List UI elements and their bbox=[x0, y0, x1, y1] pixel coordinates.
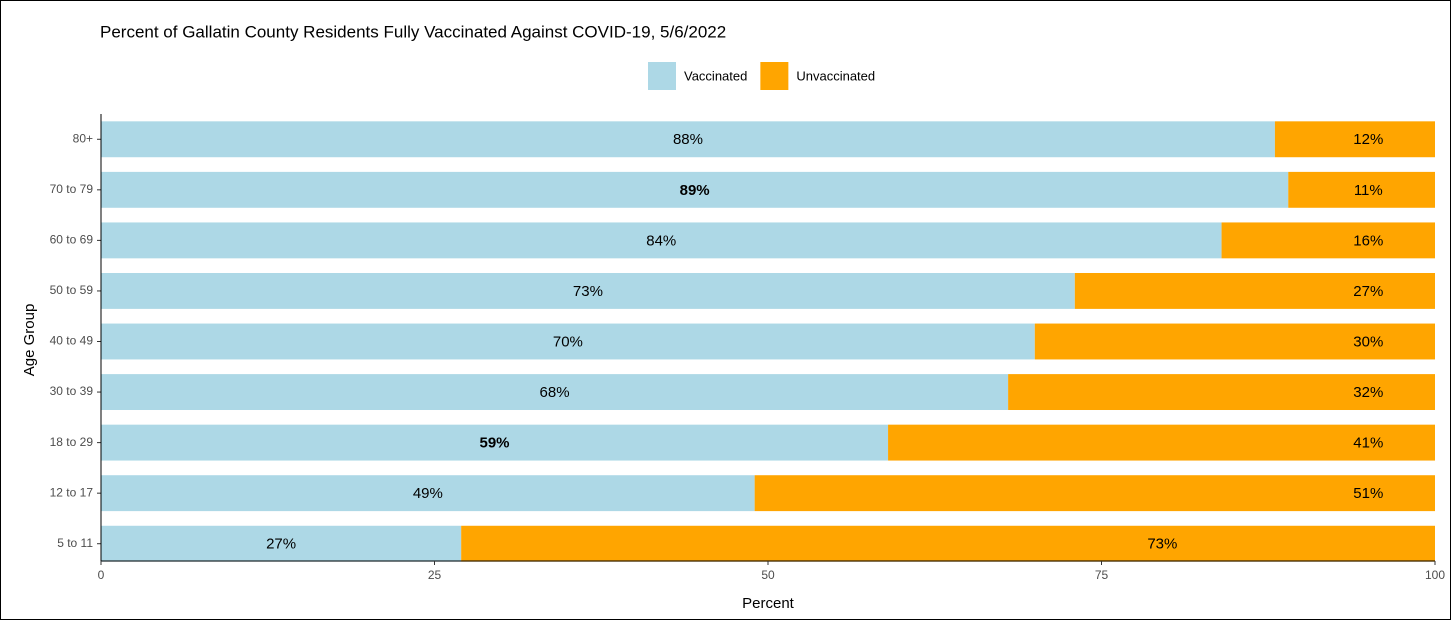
bar-segment bbox=[1221, 222, 1435, 259]
value-label: 84% bbox=[646, 232, 676, 249]
bar-segment bbox=[461, 525, 1435, 562]
bar-segment bbox=[101, 525, 462, 562]
value-label: 32% bbox=[1353, 384, 1383, 401]
y-tick-label: 5 to 11 bbox=[57, 536, 93, 550]
x-tick-label: 50 bbox=[761, 568, 775, 582]
value-label: 27% bbox=[266, 536, 296, 553]
y-tick-label: 70 to 79 bbox=[50, 182, 94, 196]
bar-segment bbox=[1034, 323, 1435, 360]
value-label: 73% bbox=[573, 283, 603, 300]
bar-segment bbox=[1288, 171, 1435, 208]
bar-segment bbox=[754, 475, 1435, 512]
bar-segment bbox=[1008, 374, 1435, 411]
bar-segment bbox=[888, 424, 1435, 461]
value-label: 51% bbox=[1353, 485, 1383, 502]
bar-segment bbox=[101, 374, 1009, 411]
value-label: 12% bbox=[1353, 131, 1383, 148]
chart-title: Percent of Gallatin County Residents Ful… bbox=[100, 22, 726, 41]
x-tick-label: 25 bbox=[428, 568, 442, 582]
value-label: 27% bbox=[1353, 283, 1383, 300]
value-label: 70% bbox=[553, 333, 583, 350]
value-label: 41% bbox=[1353, 435, 1383, 452]
bar-segment bbox=[101, 424, 889, 461]
value-label: 73% bbox=[1147, 536, 1177, 553]
legend-swatch bbox=[760, 62, 789, 90]
value-label: 59% bbox=[480, 435, 510, 452]
y-tick-label: 50 to 59 bbox=[50, 283, 94, 297]
y-axis-label: Age Group bbox=[21, 304, 38, 377]
x-tick-label: 0 bbox=[98, 568, 105, 582]
legend-label: Vaccinated bbox=[684, 68, 747, 83]
bar-segment bbox=[101, 475, 755, 512]
value-label: 89% bbox=[680, 182, 710, 199]
value-label: 49% bbox=[413, 485, 443, 502]
bar-segment bbox=[101, 222, 1222, 259]
y-tick-label: 80+ bbox=[73, 131, 93, 145]
bar-segment bbox=[101, 121, 1275, 158]
bar-segment bbox=[101, 272, 1075, 309]
bar-segment bbox=[1274, 121, 1435, 158]
x-tick-label: 75 bbox=[1095, 568, 1109, 582]
y-tick-label: 40 to 49 bbox=[50, 334, 94, 348]
value-label: 16% bbox=[1353, 232, 1383, 249]
y-tick-label: 60 to 69 bbox=[50, 233, 94, 247]
x-tick-label: 100 bbox=[1425, 568, 1445, 582]
x-axis-label: Percent bbox=[742, 595, 795, 612]
y-tick-label: 18 to 29 bbox=[50, 435, 94, 449]
value-label: 88% bbox=[673, 131, 703, 148]
bar-segment bbox=[1074, 272, 1435, 309]
bar-segment bbox=[101, 323, 1035, 360]
value-label: 68% bbox=[540, 384, 570, 401]
legend-label: Unvaccinated bbox=[796, 68, 875, 83]
y-tick-label: 30 to 39 bbox=[50, 384, 94, 398]
bar-segment bbox=[101, 171, 1289, 208]
value-label: 30% bbox=[1353, 333, 1383, 350]
value-label: 11% bbox=[1354, 182, 1383, 199]
y-tick-label: 12 to 17 bbox=[50, 485, 94, 499]
legend-swatch bbox=[648, 62, 676, 90]
